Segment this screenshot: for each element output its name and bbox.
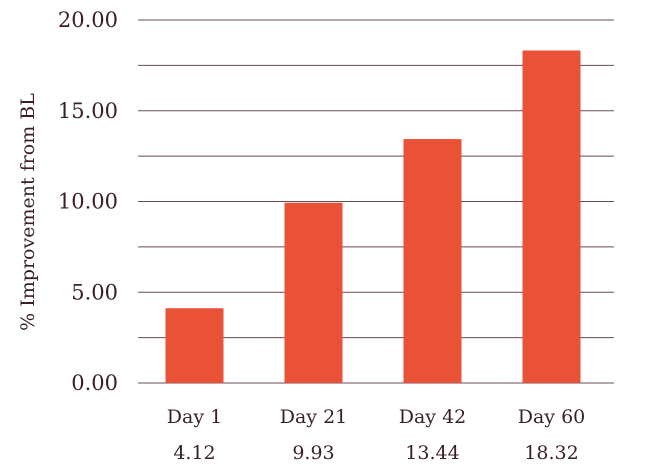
- y-tick-label: 0.00: [71, 371, 118, 395]
- y-tick-label: 5.00: [71, 280, 118, 304]
- value-label: 9.93: [292, 442, 334, 464]
- value-label: 18.32: [524, 442, 578, 464]
- y-tick-label: 10.00: [58, 190, 118, 214]
- x-axis-categories: Day 1 Day 21 Day 42 Day 60: [167, 406, 585, 428]
- value-label: 13.44: [405, 442, 459, 464]
- bar: [522, 50, 581, 383]
- bar: [284, 202, 343, 383]
- x-category-label: Day 1: [167, 406, 222, 428]
- bar: [403, 139, 462, 383]
- x-category-label: Day 60: [518, 406, 586, 428]
- value-label: 4.12: [173, 442, 215, 464]
- bar: [165, 308, 224, 383]
- bars: [165, 50, 581, 383]
- y-tick-label: 20.00: [58, 8, 118, 32]
- x-category-label: Day 21: [280, 406, 348, 428]
- value-labels: 4.12 9.93 13.44 18.32: [173, 442, 578, 464]
- y-tick-label: 15.00: [58, 99, 118, 123]
- x-category-label: Day 42: [399, 406, 467, 428]
- y-axis-ticks: 0.00 5.00 10.00 15.00 20.00: [58, 8, 118, 395]
- y-axis-title: % Improvement from BL: [17, 93, 39, 331]
